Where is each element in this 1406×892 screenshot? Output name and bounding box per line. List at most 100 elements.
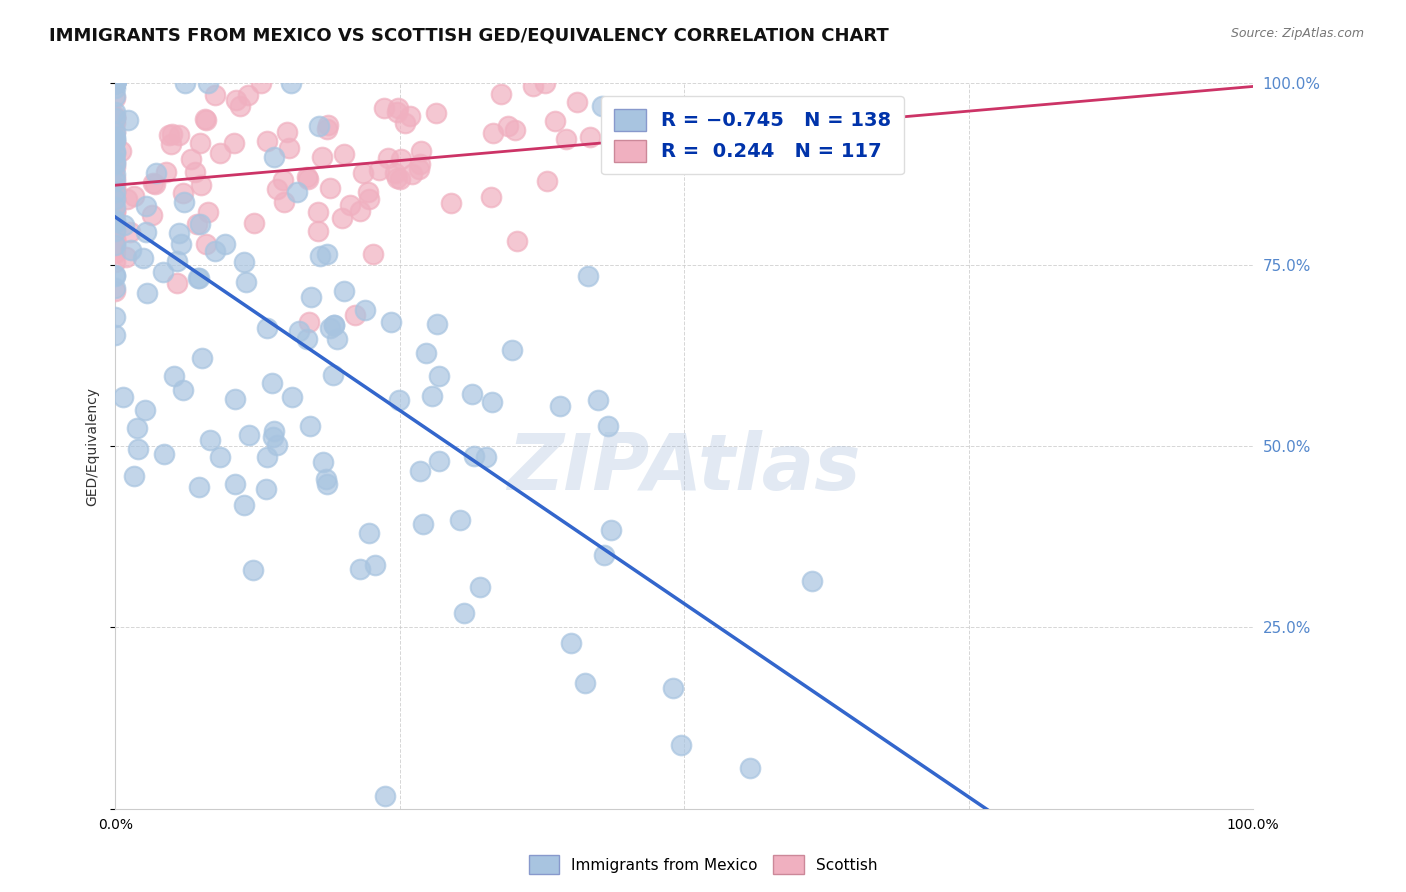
Point [104,179,127,194]
Point [188,136,211,151]
Point [186,217,208,231]
Point [172,383,194,397]
Point [420,388,443,402]
Point [104,156,127,170]
Point [141,207,163,221]
Point [104,186,127,200]
Point [174,77,197,91]
Point [359,192,381,206]
Point [160,136,183,151]
Point [352,166,374,180]
Point [104,77,127,91]
Point [522,79,544,94]
Point [374,789,396,803]
Point [409,157,432,171]
Point [389,171,412,186]
Point [373,101,395,115]
Point [740,761,762,775]
Point [198,433,221,447]
Point [104,281,127,295]
Point [104,111,127,125]
Point [307,224,329,238]
Point [104,255,127,269]
Point [308,119,330,133]
Point [104,174,127,188]
Point [204,244,226,259]
Point [669,142,692,156]
Point [187,480,209,494]
Point [498,119,520,133]
Point [554,132,576,146]
Point [208,146,231,161]
Point [172,186,194,200]
Point [449,513,471,527]
Point [560,636,582,650]
Point [344,308,367,322]
Point [298,315,321,329]
Point [299,290,322,304]
Point [254,482,277,496]
Point [398,109,420,123]
Point [104,144,127,158]
Point [127,442,149,456]
Point [194,236,217,251]
Point [152,265,174,279]
Point [135,199,157,213]
Text: IMMIGRANTS FROM MEXICO VS SCOTTISH GED/EQUIVALENCY CORRELATION CHART: IMMIGRANTS FROM MEXICO VS SCOTTISH GED/E… [49,27,889,45]
Point [167,226,190,240]
Point [319,320,342,334]
Point [544,114,567,128]
Point [117,192,139,206]
Point [153,448,176,462]
Point [190,218,212,232]
Point [214,236,236,251]
Point [330,211,353,226]
Point [640,144,662,158]
Point [536,174,558,188]
Point [136,286,159,301]
Point [222,136,245,151]
Point [232,499,254,513]
Point [104,233,127,247]
Point [807,129,830,144]
Point [104,125,127,139]
Point [801,574,824,588]
Point [280,391,302,405]
Point [385,171,408,186]
Point [135,225,157,239]
Point [312,455,335,469]
Point [297,172,319,186]
Point [104,146,127,161]
Text: ZIPAtlas: ZIPAtlas [508,430,860,506]
Point [260,376,283,390]
Point [273,194,295,209]
Legend: R = −0.745   N = 138, R =  0.244   N = 117: R = −0.745 N = 138, R = 0.244 N = 117 [602,96,904,175]
Point [323,318,346,333]
Point [533,77,555,91]
Point [187,271,209,285]
Point [197,77,219,91]
Point [104,285,127,299]
Point [104,181,127,195]
Point [124,189,146,203]
Point [353,303,375,318]
Point [468,580,491,594]
Point [104,130,127,145]
Point [167,128,190,142]
Point [479,190,502,204]
Point [380,315,402,329]
Point [316,477,339,491]
Point [142,176,165,190]
Point [104,191,127,205]
Point [104,77,127,91]
Point [401,167,423,181]
Point [104,213,127,227]
Point [669,738,692,752]
Point [104,183,127,197]
Point [387,105,409,120]
Point [377,151,399,165]
Point [394,115,416,129]
Point [593,549,616,563]
Point [104,205,127,219]
Point [238,428,260,442]
